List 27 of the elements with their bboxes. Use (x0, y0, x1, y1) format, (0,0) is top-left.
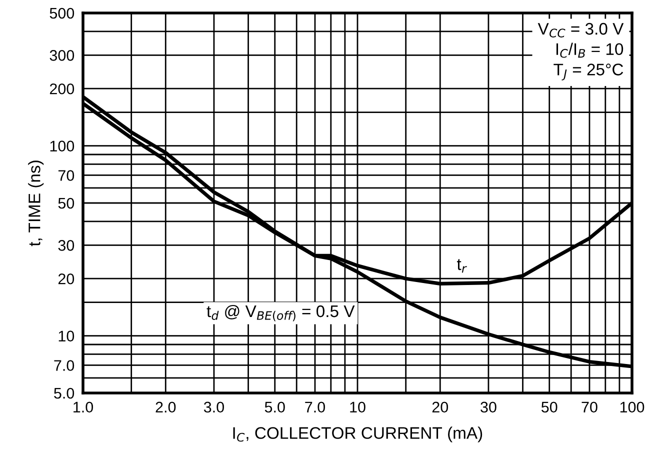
y-tick-label: 10 (58, 330, 74, 342)
series-label: t$_{d}$ @ V$_{BE(off)}$ = 0.5 V (206, 304, 355, 322)
x-tick-label: 1.0 (74, 402, 94, 413)
x-tick-label: 70 (582, 402, 598, 413)
x-tick-label: 100 (620, 402, 644, 413)
y-tick-label: 300 (50, 50, 74, 61)
y-tick-label: 200 (50, 83, 74, 94)
x-tick-label: 20 (432, 402, 448, 413)
y-tick-label: 70 (58, 170, 74, 181)
y-tick-label: 50 (58, 198, 74, 209)
x-tick-label: 30 (480, 402, 496, 413)
y-tick-label: 20 (58, 273, 74, 284)
text: V$_{CC}$ = 3.0 V I$_{C}$/I$_{B}$ = 10 T$_{J}$ = 25°C (538, 22, 624, 80)
y-tick-label: 100 (50, 140, 74, 152)
y-tick-label: 7.0 (54, 360, 74, 371)
y-tick-label: 30 (58, 240, 74, 251)
x-tick-label: 3.0 (204, 402, 224, 413)
y-tick-label: 500 (50, 8, 74, 19)
x-tick-label: 2.0 (156, 402, 176, 413)
x-tick-label: 50 (541, 402, 558, 413)
series-label: t$_{r}$ (456, 259, 467, 273)
x-tick-label: 10 (350, 402, 366, 413)
y-tick-label: 5.0 (54, 388, 74, 399)
x-axis-title: I$_{C}$, COLLECTOR CURRENT (mA) (233, 426, 482, 442)
x-tick-label: 7.0 (305, 402, 325, 413)
y-axis-title: t, TIME (ns) (28, 160, 44, 246)
x-tick-label: 5.0 (264, 402, 285, 413)
